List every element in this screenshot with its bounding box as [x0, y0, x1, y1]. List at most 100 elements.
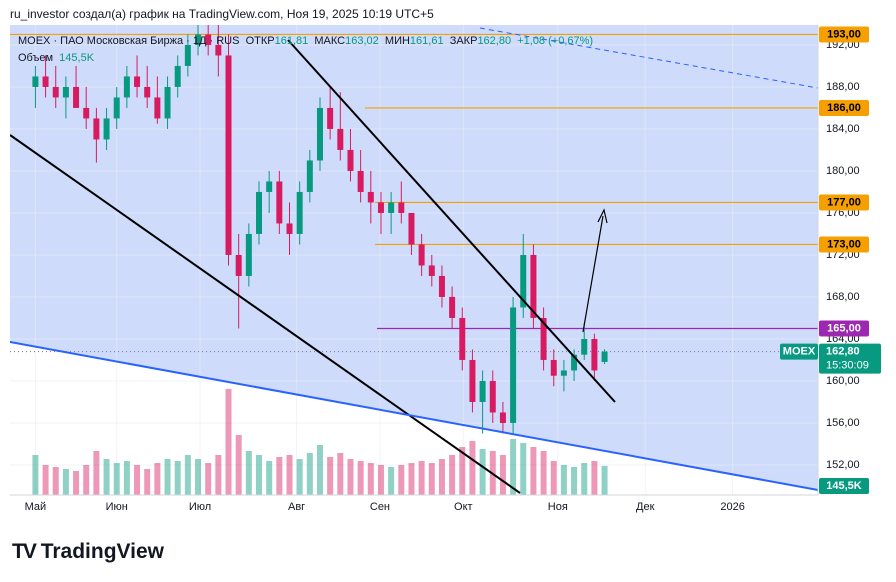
x-tick-label: Ноя — [548, 501, 568, 513]
candle-body — [52, 86, 59, 98]
volume-bar — [195, 459, 202, 495]
volume-bar — [83, 465, 90, 495]
volume-bar — [449, 455, 456, 495]
volume-bar — [459, 447, 466, 495]
x-tick-label: Авг — [288, 501, 305, 513]
volume-bar — [296, 459, 303, 495]
volume-bar — [560, 465, 567, 495]
volume-bar — [316, 445, 323, 495]
candle-body — [276, 181, 283, 224]
volume-bar — [591, 461, 598, 495]
x-tick-label: Дек — [636, 501, 655, 513]
x-tick-label: Май — [25, 501, 47, 513]
volume-bar — [388, 467, 395, 495]
y-tick-label: 168,00 — [826, 291, 860, 303]
candle-body — [540, 317, 547, 360]
volume-bar — [73, 471, 80, 495]
symbol-tag-label: MOEX — [783, 345, 816, 357]
candle-body — [347, 149, 354, 171]
volume-bar — [520, 443, 527, 495]
volume-bar — [245, 451, 252, 495]
y-tick-label: 180,00 — [826, 165, 860, 177]
candle-body — [103, 118, 110, 140]
volume-bar — [510, 439, 517, 495]
volume-bar — [337, 453, 344, 495]
candle-body — [195, 34, 202, 45]
candle-body — [398, 202, 405, 213]
volume-bar — [327, 457, 334, 495]
candle-body — [357, 170, 364, 192]
volume-bar — [408, 463, 415, 495]
candle-body — [408, 212, 415, 245]
candle-body — [113, 97, 120, 119]
volume-bar — [377, 465, 384, 495]
candle-body — [164, 86, 171, 119]
volume-bar — [306, 453, 313, 495]
volume-bar — [52, 467, 59, 495]
volume-bar — [550, 461, 557, 495]
x-tick-label: Июн — [106, 501, 128, 513]
volume-bar — [62, 469, 69, 495]
candle-body — [367, 191, 374, 203]
x-tick-label: Сен — [370, 501, 390, 513]
candle-body — [184, 44, 191, 66]
level-tag-label: 186,00 — [827, 102, 861, 114]
volume-bar — [428, 463, 435, 495]
volume-bar — [225, 389, 232, 495]
volume-bar — [469, 441, 476, 495]
candle-body — [438, 275, 445, 297]
countdown-label: 15:30:09 — [826, 359, 869, 371]
volume-bar — [103, 459, 110, 495]
volume-bar — [347, 459, 354, 495]
candle-body — [256, 191, 263, 234]
candle-body — [42, 76, 49, 87]
last-price-label: 162,80 — [826, 345, 860, 357]
volume-bar — [601, 465, 608, 495]
volume-bar — [581, 463, 588, 495]
candle-body — [83, 107, 90, 119]
volume-bar — [164, 459, 171, 495]
header: ru_investor создал(а) график на TradingV… — [10, 7, 434, 21]
legend-value: 162,80 — [477, 35, 512, 47]
volume-bar — [479, 449, 486, 495]
candle-body — [235, 254, 242, 276]
volume-bar — [398, 465, 405, 495]
level-tag — [819, 236, 869, 253]
brand-logo: TV TradingView — [12, 540, 164, 564]
volume-bar — [418, 461, 425, 495]
y-tick-label: 172,00 — [826, 249, 860, 261]
legend-value: 163,02 — [345, 35, 379, 47]
arrow — [582, 215, 604, 333]
volume-bar — [499, 455, 506, 495]
legend-label: МАКС — [314, 35, 346, 47]
legend-change: +1,08 (+0,67%) — [517, 35, 594, 47]
candle-body — [144, 86, 151, 98]
volume-bar — [205, 463, 212, 495]
channel-fill — [10, 25, 818, 490]
volume-legend: Объем 145,5K — [18, 52, 94, 64]
candle-body — [296, 191, 303, 234]
candle-body — [418, 244, 425, 266]
volume-bar — [530, 447, 537, 495]
legend-label: ЗАКР — [449, 35, 478, 47]
symbol: MOEX · ПАО Московская Биржа · 1Д · RUS — [18, 35, 240, 47]
chart: 152,00156,00160,00164,00168,00172,00176,… — [10, 25, 881, 513]
arrow-head — [597, 208, 608, 224]
candle-body — [134, 76, 141, 87]
candle-body — [530, 254, 537, 318]
volume-bar — [123, 461, 130, 495]
candle-body — [510, 307, 517, 423]
x-tick-label: Окт — [454, 501, 473, 513]
legend-label: ОТКР — [245, 35, 275, 47]
last-price-tag — [819, 343, 881, 374]
candle-body — [327, 107, 334, 129]
volume-bar — [286, 455, 293, 495]
candle-body — [449, 296, 456, 318]
candle-body — [205, 34, 212, 45]
volume-bar — [266, 461, 273, 495]
y-tick-label: 184,00 — [826, 123, 860, 135]
candle-body — [377, 202, 384, 213]
volume-bar — [42, 465, 49, 495]
level-tag — [819, 99, 869, 116]
